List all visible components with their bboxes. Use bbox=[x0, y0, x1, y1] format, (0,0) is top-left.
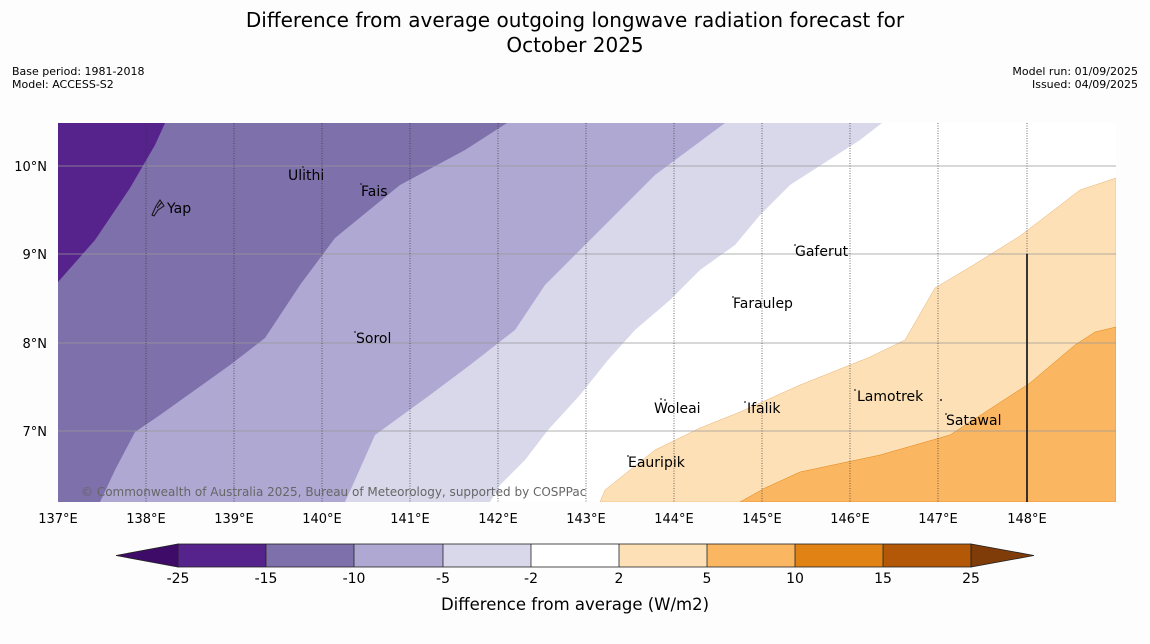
colorbar-bin-2 bbox=[266, 544, 354, 567]
lon-tick-142e: 142°E bbox=[478, 512, 518, 527]
colorbar-dividers bbox=[177, 543, 972, 568]
colorbar-tick-labels: -25 -15 -10 -5 -2 2 5 10 15 25 bbox=[167, 571, 980, 587]
title-line-2: October 2025 bbox=[506, 33, 644, 57]
base-period: Base period: 1981-2018 bbox=[12, 65, 145, 78]
map-title: Difference from average outgoing longwav… bbox=[0, 8, 1150, 58]
island-dots bbox=[302, 166, 947, 457]
colorbar-bin-8 bbox=[795, 544, 883, 567]
contour-band-minus25-minus15 bbox=[58, 123, 165, 282]
lon-tick-144e: 144°E bbox=[654, 512, 694, 527]
place-label-yap: Yap bbox=[166, 201, 191, 217]
lon-tick-146e: 146°E bbox=[830, 512, 870, 527]
place-label-fais: Fais bbox=[361, 184, 388, 200]
colorbar-tick-minus25: -25 bbox=[167, 571, 190, 587]
colorbar-label: Difference from average (W/m2) bbox=[441, 595, 709, 614]
place-label-lamotrek: Lamotrek bbox=[857, 389, 924, 405]
colorbar-bin-3 bbox=[354, 544, 443, 567]
lat-tick-8n: 8°N bbox=[23, 337, 48, 352]
colorbar-extend-low bbox=[115, 543, 179, 568]
colorbar-tick-minus10: -10 bbox=[343, 571, 366, 587]
longitude-grid bbox=[145, 123, 1028, 502]
colorbar-bin-6 bbox=[619, 544, 707, 567]
lon-tick-148e: 148°E bbox=[1007, 512, 1047, 527]
metadata-right: Model run: 01/09/2025 Issued: 04/09/2025 bbox=[1012, 65, 1138, 91]
metadata-left: Base period: 1981-2018 Model: ACCESS-S2 bbox=[12, 65, 144, 91]
lon-tick-143e: 143°E bbox=[566, 512, 606, 527]
colorbar-bin-9 bbox=[883, 544, 971, 567]
colorbar-tick-minus15: -15 bbox=[255, 571, 278, 587]
longitude-tick-labels: 137°E 138°E 139°E 140°E 141°E 142°E 143°… bbox=[38, 512, 1047, 527]
lon-tick-138e: 138°E bbox=[126, 512, 166, 527]
yap-island-outline bbox=[151, 199, 165, 217]
colorbar-tick-minus5: -5 bbox=[436, 571, 450, 587]
model-name: Model: ACCESS-S2 bbox=[12, 78, 114, 91]
colorbar-tick-15: 15 bbox=[874, 571, 892, 587]
place-label-faraulep: Faraulep bbox=[733, 296, 793, 312]
lat-tick-7n: 7°N bbox=[23, 425, 48, 440]
colorbar-tick-2: 2 bbox=[615, 571, 624, 587]
lat-tick-9n: 9°N bbox=[23, 248, 48, 263]
model-run-date: Model run: 01/09/2025 bbox=[1012, 65, 1138, 78]
colorbar-bin-7 bbox=[707, 544, 795, 567]
contour-band-5-10 bbox=[739, 326, 1116, 502]
lon-tick-140e: 140°E bbox=[302, 512, 342, 527]
place-label-sorol: Sorol bbox=[356, 331, 391, 347]
copyright-notice: © Commonwealth of Australia 2025, Bureau… bbox=[81, 485, 586, 499]
colorbar-bin-1 bbox=[178, 544, 266, 567]
colorbar-tick-10: 10 bbox=[786, 571, 804, 587]
place-label-eauripik: Eauripik bbox=[628, 455, 686, 471]
colorbar-extend-high bbox=[970, 543, 1035, 568]
place-label-ulithi: Ulithi bbox=[288, 168, 324, 184]
place-label-ifalik: Ifalik bbox=[747, 401, 781, 417]
colorbar-tick-25: 25 bbox=[962, 571, 980, 587]
lon-tick-141e: 141°E bbox=[390, 512, 430, 527]
place-label-satawal: Satawal bbox=[946, 413, 1001, 429]
map-plot-area: Ulithi Fais Yap Gaferut Faraulep Sorol L… bbox=[58, 123, 1116, 502]
latitude-tick-labels: 10°N 9°N 8°N 7°N bbox=[14, 160, 47, 440]
lon-tick-145e: 145°E bbox=[742, 512, 782, 527]
colorbar-bin-4 bbox=[443, 544, 531, 567]
colorbar-bin-5 bbox=[531, 544, 619, 567]
place-label-gaferut: Gaferut bbox=[795, 244, 849, 260]
lat-tick-10n: 10°N bbox=[14, 160, 47, 175]
colorbar-tick-5: 5 bbox=[703, 571, 712, 587]
place-label-woleai: Woleai bbox=[654, 401, 701, 417]
contour-band-minus15-minus10 bbox=[58, 123, 507, 502]
lon-tick-137e: 137°E bbox=[38, 512, 78, 527]
colorbar: -25 -15 -10 -5 -2 2 5 10 15 25 Differenc… bbox=[115, 543, 1035, 614]
title-line-1: Difference from average outgoing longwav… bbox=[245, 8, 905, 32]
lon-tick-147e: 147°E bbox=[918, 512, 958, 527]
lon-tick-139e: 139°E bbox=[214, 512, 254, 527]
issued-date: Issued: 04/09/2025 bbox=[1031, 78, 1138, 91]
colorbar-tick-minus2: -2 bbox=[524, 571, 538, 587]
